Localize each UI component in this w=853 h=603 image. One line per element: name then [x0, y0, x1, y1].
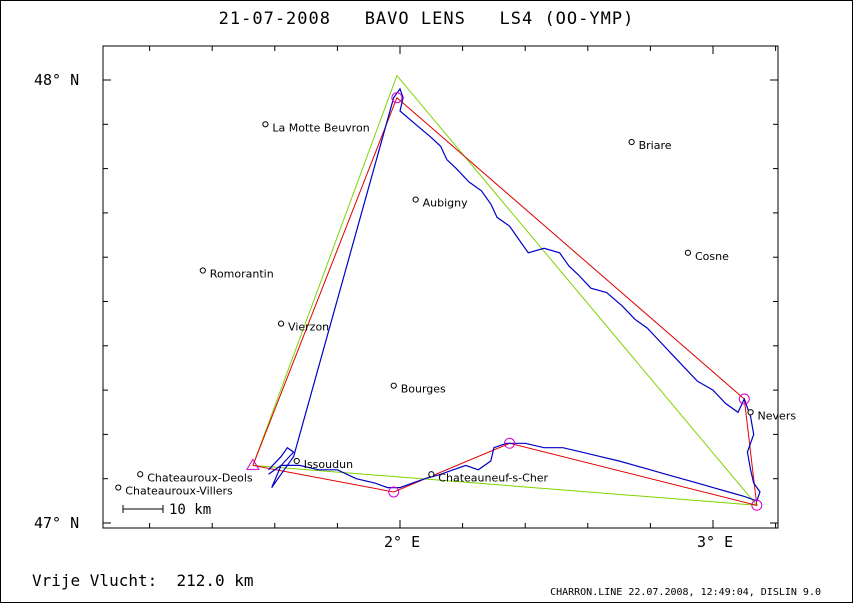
scale-bar: 10 km	[122, 502, 211, 518]
city-marker	[115, 484, 122, 491]
city-marker	[137, 471, 144, 478]
plot-border	[102, 45, 779, 529]
y-tick-label-47n: 47° N	[34, 514, 79, 532]
city-marker	[262, 121, 269, 128]
city-marker	[412, 196, 419, 203]
render-info: CHARRON.LINE 22.07.2008, 12:49:04, DISLI…	[550, 587, 821, 598]
city-marker	[390, 382, 397, 389]
city-label: Issoudun	[304, 458, 353, 471]
city-label: Chateauroux-Villers	[125, 485, 233, 498]
city-label: Cosne	[695, 250, 729, 263]
city-marker	[199, 267, 206, 274]
task-triangle	[252, 74, 758, 506]
city-label: Chateauroux-Deols	[147, 471, 253, 484]
city-label: Romorantin	[210, 267, 274, 280]
city-marker	[277, 320, 285, 327]
city-marker	[747, 409, 754, 416]
city-label: Vierzon	[288, 321, 329, 334]
scale-bar-label: 10 km	[169, 502, 211, 518]
turnpoint-circle	[738, 393, 750, 405]
city-layer: La Motte BeuvronBriareAubignyClamecyCosn…	[115, 121, 797, 498]
turnpoint-circle	[388, 486, 400, 498]
turnpoint-markers	[388, 92, 763, 511]
free-flight-distance: Vrije Vlucht: 212.0 km	[32, 571, 254, 590]
axis-labels: 48° N 47° N 2° E 3° E	[34, 71, 733, 551]
x-tick-label-3e: 3° E	[697, 533, 733, 551]
city-label: Bourges	[401, 383, 446, 396]
axis-ticks	[103, 46, 778, 528]
city-marker	[293, 457, 300, 465]
turnpoint-circle	[504, 437, 516, 449]
map-title: 21-07-2008 BAVO LENS LS4 (OO-YMP)	[218, 9, 635, 29]
y-tick-label-48n: 48° N	[34, 71, 79, 89]
city-label: Nevers	[758, 409, 797, 422]
city-label: Aubigny	[423, 197, 468, 210]
city-label: Chateauneuf-s-Cher	[438, 471, 548, 484]
city-marker	[684, 249, 692, 256]
city-marker	[628, 138, 635, 146]
flight-legs	[252, 96, 758, 506]
gps-track	[268, 87, 761, 502]
turnpoint-circle	[391, 92, 403, 104]
city-marker	[428, 471, 435, 478]
city-label: La Motte Beuvron	[272, 121, 369, 134]
turnpoint-circle	[751, 499, 763, 511]
x-tick-label-2e: 2° E	[384, 533, 420, 551]
start-triangle-marker	[246, 458, 260, 470]
city-label: Briare	[639, 139, 672, 152]
